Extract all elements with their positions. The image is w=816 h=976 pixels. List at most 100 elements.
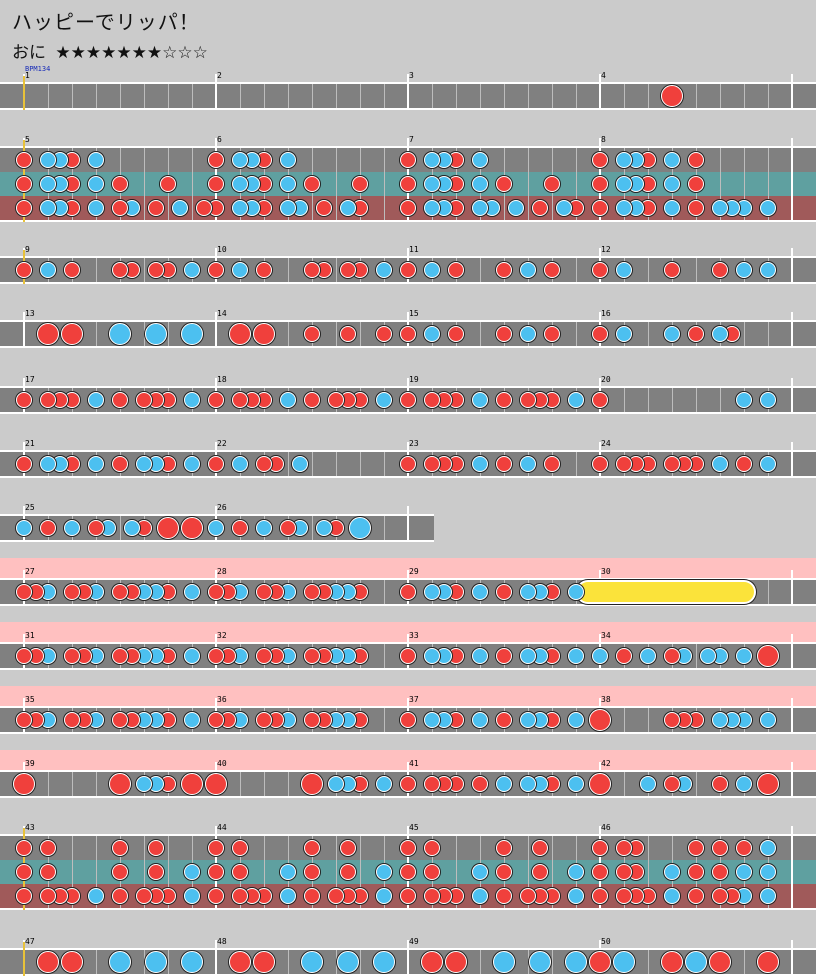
beat-line xyxy=(264,84,265,108)
don-note xyxy=(352,176,368,192)
beat-line xyxy=(48,84,49,108)
bar-line xyxy=(407,940,409,976)
beat-line xyxy=(168,322,169,346)
beat-line xyxy=(456,84,457,108)
beat-line xyxy=(336,836,337,908)
ka-note xyxy=(328,776,344,792)
beat-line xyxy=(624,388,625,412)
don-note xyxy=(304,176,320,192)
ka-note xyxy=(232,262,248,278)
beat-line xyxy=(648,258,649,282)
don-note xyxy=(40,888,56,904)
big-don-note xyxy=(253,951,275,973)
measure-number: 36 xyxy=(217,695,227,704)
don-note xyxy=(304,712,320,728)
ka-note xyxy=(472,152,488,168)
measure-number: 7 xyxy=(409,135,414,144)
beat-line xyxy=(504,84,505,108)
ka-note xyxy=(184,864,200,880)
bar-line xyxy=(791,634,793,670)
don-note xyxy=(520,888,536,904)
ka-note xyxy=(376,262,392,278)
ka-note xyxy=(568,776,584,792)
ka-note xyxy=(568,648,584,664)
beat-line xyxy=(336,258,337,282)
don-note xyxy=(400,456,416,472)
ka-note xyxy=(376,776,392,792)
don-note xyxy=(16,864,32,880)
don-note xyxy=(304,262,320,278)
don-note xyxy=(232,864,248,880)
bar-line xyxy=(791,138,793,222)
beat-line xyxy=(552,950,553,974)
don-note xyxy=(112,262,128,278)
big-don-note xyxy=(757,951,779,973)
ka-note xyxy=(136,456,152,472)
don-note xyxy=(496,584,512,600)
ka-note xyxy=(760,392,776,408)
song-title: ハッピーでリッパ！ xyxy=(12,10,200,34)
don-note xyxy=(616,888,632,904)
bar-line xyxy=(791,698,793,734)
don-note xyxy=(208,864,224,880)
ka-note xyxy=(760,712,776,728)
big-ka-note xyxy=(685,951,707,973)
measure-number: 40 xyxy=(217,759,227,768)
beat-line xyxy=(456,836,457,908)
go-go-start-line xyxy=(23,942,25,976)
big-don-note xyxy=(37,323,59,345)
measure-number: 32 xyxy=(217,631,227,640)
measure-number: 22 xyxy=(217,439,227,448)
ka-note xyxy=(496,776,512,792)
difficulty-line: おに ★★★★★★★☆☆☆ xyxy=(12,38,208,63)
ka-note xyxy=(424,200,440,216)
beat-line xyxy=(696,644,697,668)
beat-line xyxy=(696,84,697,108)
ka-note xyxy=(520,648,536,664)
ka-note xyxy=(280,200,296,216)
beat-line xyxy=(744,950,745,974)
big-ka-note xyxy=(109,951,131,973)
measure-number: 34 xyxy=(601,631,611,640)
beat-line xyxy=(144,950,145,974)
don-note xyxy=(448,326,464,342)
don-note xyxy=(208,840,224,856)
don-note xyxy=(16,262,32,278)
ka-note xyxy=(16,520,32,536)
don-note xyxy=(112,712,128,728)
ka-note xyxy=(520,456,536,472)
don-note xyxy=(736,456,752,472)
don-note xyxy=(424,840,440,856)
don-note xyxy=(208,262,224,278)
beat-line xyxy=(480,322,481,346)
measure-number: 26 xyxy=(217,503,227,512)
beat-line xyxy=(720,388,721,412)
don-note xyxy=(112,648,128,664)
ka-note xyxy=(760,840,776,856)
don-note xyxy=(532,840,548,856)
don-note xyxy=(592,326,608,342)
measure-number: 11 xyxy=(409,245,419,254)
beat-line xyxy=(624,84,625,108)
don-note xyxy=(256,712,272,728)
beat-line xyxy=(120,84,121,108)
measure-number: 31 xyxy=(25,631,35,640)
measure-number: 20 xyxy=(601,375,611,384)
ka-note xyxy=(568,392,584,408)
don-note xyxy=(592,888,608,904)
ka-note xyxy=(700,648,716,664)
beat-line xyxy=(360,84,361,108)
don-note xyxy=(712,864,728,880)
beat-line xyxy=(432,84,433,108)
don-note xyxy=(328,392,344,408)
beat-line xyxy=(120,516,121,540)
ka-note xyxy=(664,152,680,168)
beat-line xyxy=(744,148,745,220)
don-note xyxy=(520,392,536,408)
ka-note xyxy=(40,262,56,278)
don-note xyxy=(256,456,272,472)
don-note xyxy=(496,262,512,278)
don-note xyxy=(256,262,272,278)
ka-note xyxy=(424,648,440,664)
don-note xyxy=(400,262,416,278)
